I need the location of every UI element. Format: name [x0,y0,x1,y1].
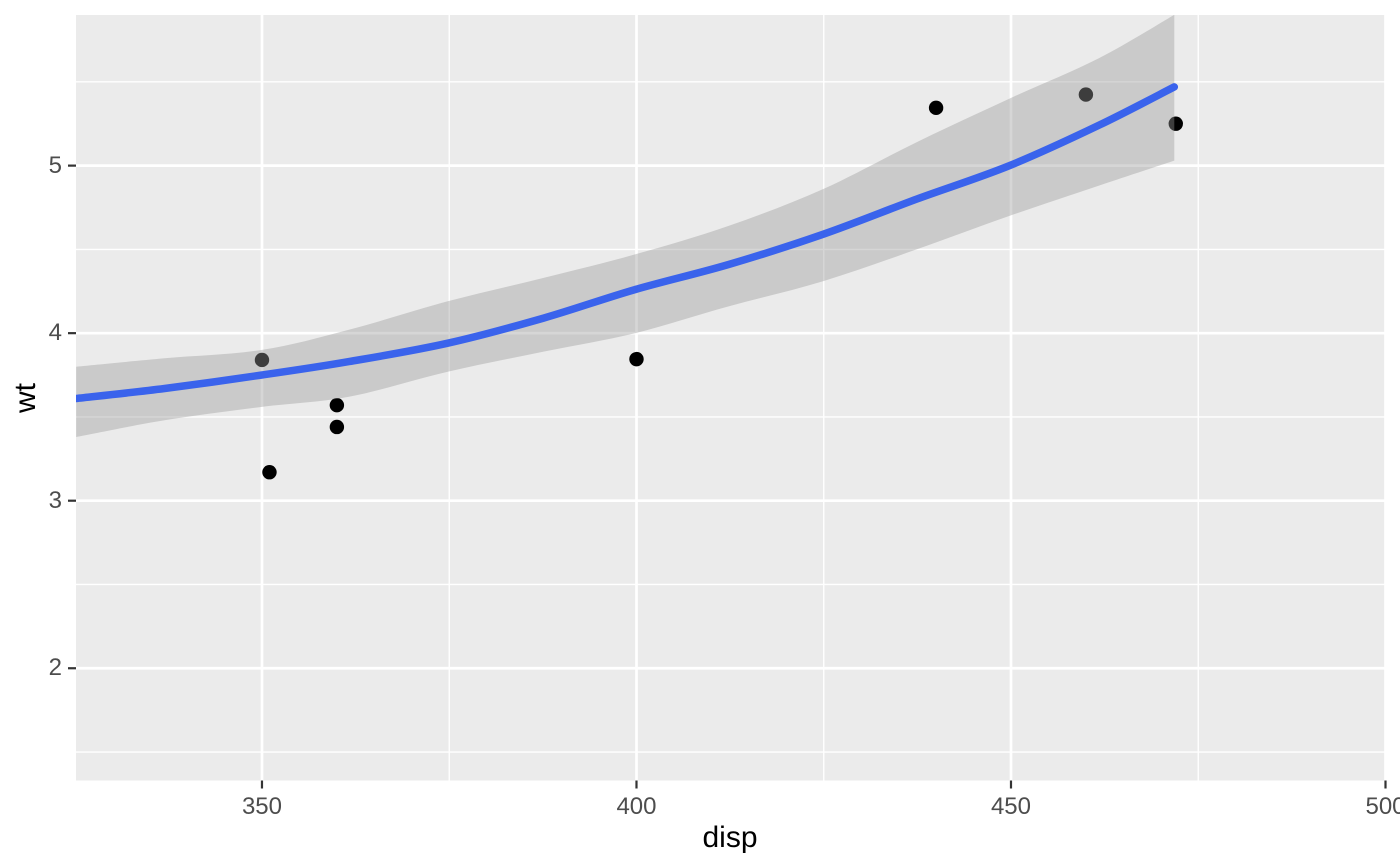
data-point [329,419,345,435]
points-layer [254,87,1183,480]
x-axis-title: disp [702,821,758,854]
data-point [629,351,644,367]
data-point [928,100,944,116]
data-point [262,465,277,480]
y-axis-title: wt [9,383,42,413]
y-tick-label-5: 5 [48,151,62,179]
data-point [254,352,270,368]
smooth-line [76,83,1179,403]
panel-background [76,15,1386,781]
data-point [1078,87,1094,102]
x-tick-label-400: 400 [616,793,657,820]
x-tick-label-500: 500 [1365,793,1400,820]
data-point [1168,116,1183,131]
y-tick-label-4: 4 [48,319,62,347]
smooth-line-layer [76,83,1179,403]
y-tick-label-2: 2 [48,654,62,682]
ribbon-layer [76,15,1175,437]
data-point [329,398,345,413]
y-tick-label-3: 3 [48,486,62,514]
confidence-ribbon [76,15,1175,437]
x-tick-label-350: 350 [241,793,282,820]
x-tick-label-450: 450 [990,793,1031,820]
